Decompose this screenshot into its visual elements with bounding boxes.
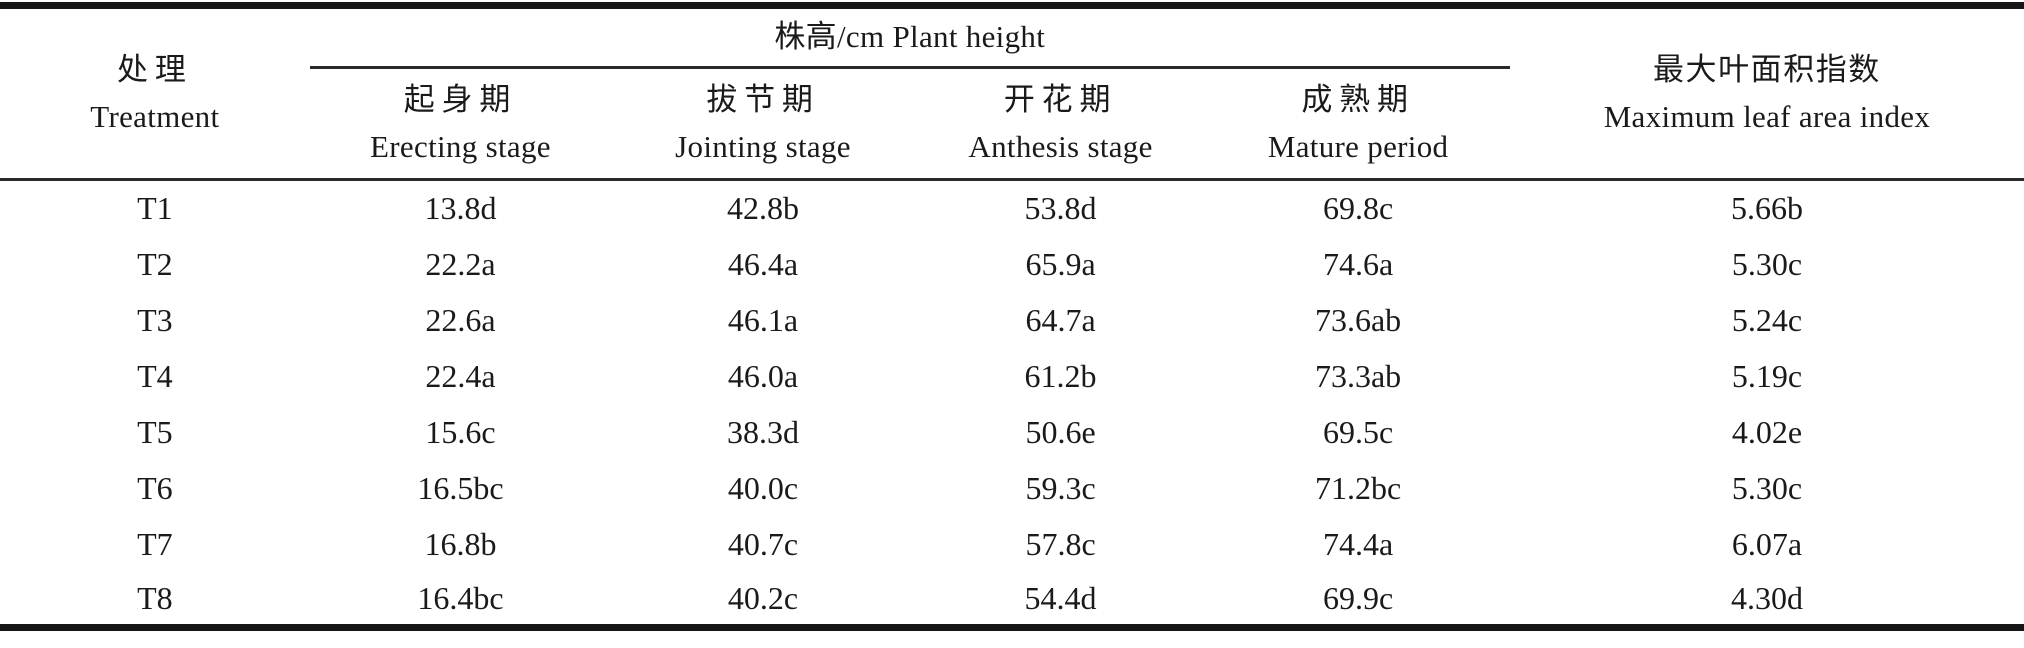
- table-row: T6 16.5bc 40.0c 59.3c 71.2bc 5.30c: [0, 460, 2024, 516]
- stage-en: Mature period: [1267, 128, 1449, 164]
- treatment-cell: T5: [137, 413, 173, 450]
- value-cell: 5.30c: [1731, 245, 1803, 282]
- stage-en: Jointing stage: [675, 128, 851, 164]
- value-cell: 38.3d: [727, 413, 800, 450]
- value-cell: 73.6ab: [1314, 301, 1402, 338]
- value-cell: 16.4bc: [417, 579, 504, 616]
- value-cell: 40.7c: [727, 525, 799, 562]
- table-row: T7 16.8b 40.7c 57.8c 74.4a 6.07a: [0, 516, 2024, 572]
- header-treatment-zh: 处理: [117, 52, 193, 87]
- table-row: T1 13.8d 42.8b 53.8d 69.8c 5.66b: [0, 180, 2024, 236]
- plant-height-table: 处理 Treatment 株高/cm Plant height 最大叶面积指数 …: [0, 2, 2024, 631]
- value-cell: 64.7a: [1025, 301, 1096, 338]
- header-max-lai-en: Maximum leaf area index: [1603, 98, 1931, 134]
- value-cell: 69.5c: [1322, 413, 1394, 450]
- header-stage-jointing: 拔节期 Jointing stage: [611, 67, 915, 181]
- header-treatment-en: Treatment: [90, 98, 220, 134]
- stage-zh: 开花期: [1003, 82, 1118, 117]
- value-cell: 42.8b: [727, 190, 800, 227]
- value-cell: 46.0a: [727, 357, 799, 394]
- value-cell: 5.19c: [1731, 357, 1803, 394]
- value-cell: 74.4a: [1322, 525, 1394, 562]
- treatment-cell: T6: [137, 469, 173, 506]
- table-body: T1 13.8d 42.8b 53.8d 69.8c 5.66b T2 22.2…: [0, 180, 2024, 628]
- value-cell: 53.8d: [1024, 190, 1097, 227]
- table-header: 处理 Treatment 株高/cm Plant height 最大叶面积指数 …: [0, 5, 2024, 181]
- header-treatment: 处理 Treatment: [0, 5, 310, 181]
- value-cell: 65.9a: [1025, 245, 1096, 282]
- table-row: T5 15.6c 38.3d 50.6e 69.5c 4.02e: [0, 404, 2024, 460]
- header-plant-height-group: 株高/cm Plant height: [309, 5, 1510, 69]
- value-cell: 54.4d: [1024, 579, 1097, 616]
- stage-zh: 起身期: [403, 82, 518, 117]
- header-stage-anthesis: 开花期 Anthesis stage: [914, 67, 1207, 181]
- value-cell: 61.2b: [1024, 357, 1097, 394]
- value-cell: 22.2a: [425, 245, 496, 282]
- value-cell: 6.07a: [1731, 525, 1803, 562]
- value-cell: 15.6c: [425, 413, 496, 450]
- header-stage-mature: 成熟期 Mature period: [1206, 67, 1510, 181]
- treatment-cell: T7: [137, 525, 173, 562]
- value-cell: 22.6a: [425, 301, 496, 338]
- stage-en: Anthesis stage: [968, 128, 1153, 164]
- treatment-cell: T2: [137, 245, 173, 282]
- value-cell: 40.2c: [727, 579, 799, 616]
- treatment-cell: T8: [137, 579, 173, 616]
- value-cell: 16.5bc: [417, 469, 504, 506]
- value-cell: 50.6e: [1025, 413, 1096, 450]
- treatment-cell: T4: [137, 357, 173, 394]
- table-row: T8 16.4bc 40.2c 54.4d 69.9c 4.30d: [0, 572, 2024, 628]
- value-cell: 5.66b: [1730, 190, 1803, 227]
- header-stage-erecting: 起身期 Erecting stage: [309, 67, 612, 181]
- value-cell: 5.30c: [1731, 469, 1803, 506]
- value-cell: 13.8d: [424, 190, 497, 227]
- treatment-cell: T1: [137, 190, 173, 227]
- value-cell: 16.8b: [424, 525, 497, 562]
- value-cell: 59.3c: [1025, 469, 1096, 506]
- header-max-lai: 最大叶面积指数 Maximum leaf area index: [1509, 5, 2024, 181]
- value-cell: 69.9c: [1322, 579, 1394, 616]
- value-cell: 40.0c: [727, 469, 799, 506]
- value-cell: 22.4a: [425, 357, 496, 394]
- table-row: T2 22.2a 46.4a 65.9a 74.6a 5.30c: [0, 236, 2024, 292]
- value-cell: 4.30d: [1730, 579, 1803, 616]
- treatment-cell: T3: [137, 301, 173, 338]
- stage-en: Erecting stage: [370, 128, 551, 164]
- table-row: T4 22.4a 46.0a 61.2b 73.3ab 5.19c: [0, 348, 2024, 404]
- value-cell: 4.02e: [1731, 413, 1803, 450]
- value-cell: 46.4a: [727, 245, 799, 282]
- header-plant-height-label: 株高/cm Plant height: [774, 19, 1046, 55]
- table-row: T3 22.6a 46.1a 64.7a 73.6ab 5.24c: [0, 292, 2024, 348]
- stage-zh: 拔节期: [706, 82, 820, 117]
- value-cell: 46.1a: [727, 301, 799, 338]
- value-cell: 5.24c: [1731, 301, 1803, 338]
- value-cell: 69.8c: [1322, 190, 1394, 227]
- value-cell: 74.6a: [1322, 245, 1394, 282]
- value-cell: 73.3ab: [1314, 357, 1402, 394]
- header-max-lai-zh: 最大叶面积指数: [1653, 52, 1881, 87]
- stage-zh: 成熟期: [1301, 82, 1415, 117]
- value-cell: 57.8c: [1025, 525, 1096, 562]
- value-cell: 71.2bc: [1314, 469, 1402, 506]
